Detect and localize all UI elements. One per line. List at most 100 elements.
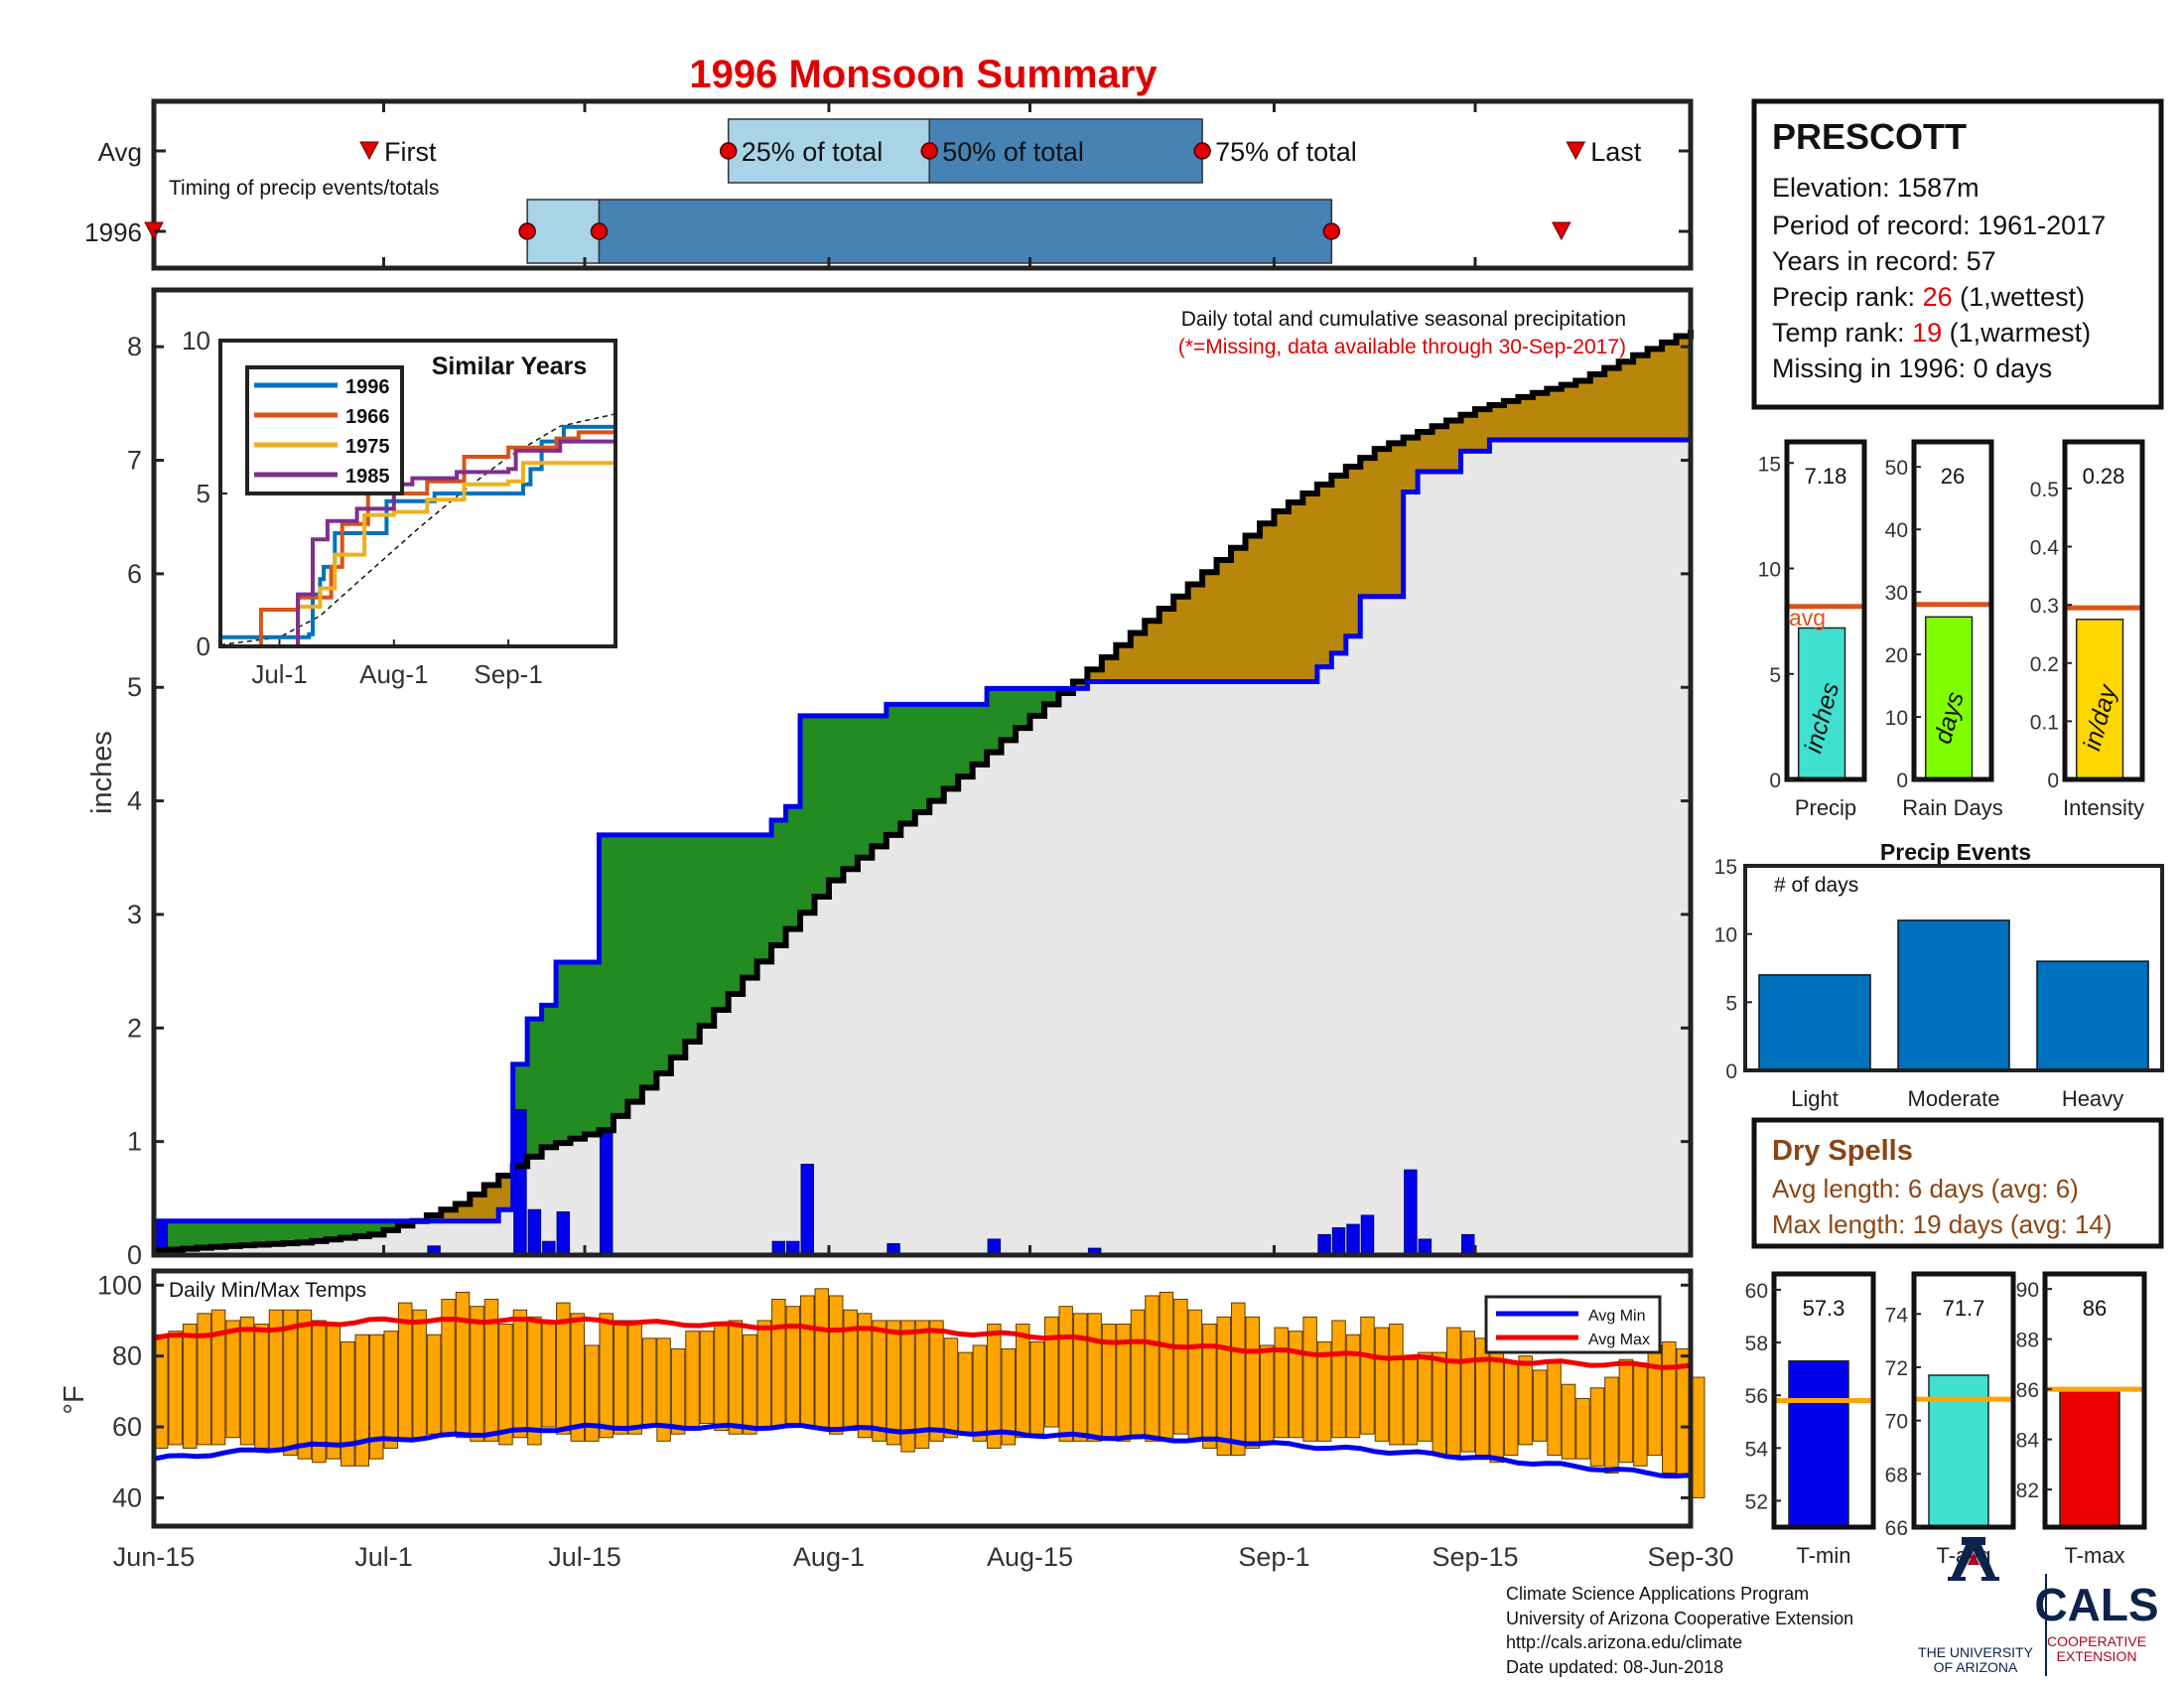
below-average-segment xyxy=(1561,384,1576,440)
footer: Climate Science Applications Program Uni… xyxy=(1506,1537,2159,1677)
baseline-fill-segment xyxy=(1503,439,1519,1255)
above-average-segment xyxy=(354,1220,370,1237)
below-average-segment xyxy=(1130,633,1146,682)
stat-bar xyxy=(1788,1359,1849,1528)
baseline-fill-segment xyxy=(958,776,974,1255)
temp-range-bar xyxy=(1403,1358,1419,1446)
baseline-fill-segment xyxy=(225,1245,241,1255)
above-average-segment xyxy=(699,834,715,1027)
y-tick-label: 5 xyxy=(127,672,142,702)
temp-range-bar xyxy=(1187,1309,1203,1442)
x-tick-label: Sep-30 xyxy=(1647,1542,1733,1572)
above-average-segment xyxy=(828,715,845,881)
below-average-segment xyxy=(1072,681,1088,689)
inset-x-tick-label: Sep-1 xyxy=(474,659,542,689)
station-name: PRESCOTT xyxy=(1772,116,1967,157)
stat-panel-frame xyxy=(1784,439,1867,782)
baseline-fill-segment xyxy=(1116,681,1132,1255)
timing-p50-label: 50% of total xyxy=(942,137,1084,167)
temp-range-bar xyxy=(1633,1362,1648,1467)
precip-events-bars xyxy=(1758,919,2149,1071)
baseline-fill-segment xyxy=(670,1057,686,1255)
temp-range-bar xyxy=(182,1324,198,1449)
baseline-fill-segment xyxy=(1647,439,1663,1255)
events-category-label: Light xyxy=(1791,1086,1839,1111)
baseline-fill-segment xyxy=(1173,681,1189,1255)
below-average-segment xyxy=(1316,485,1332,667)
station-info-panel: PRESCOTT Elevation: 1587m Period of reco… xyxy=(1751,98,2164,410)
baseline-fill-segment xyxy=(1288,681,1303,1255)
temp-range-bar xyxy=(743,1334,757,1435)
footer-line-2: University of Arizona Cooperative Extens… xyxy=(1506,1609,1853,1628)
temp-range-bar xyxy=(814,1288,829,1428)
baseline-fill-segment xyxy=(1604,439,1620,1255)
x-tick-label: Aug-15 xyxy=(987,1542,1073,1572)
temp-range-bar xyxy=(857,1313,873,1439)
timing-avg-label: Avg xyxy=(98,137,142,167)
baseline-fill-segment xyxy=(641,1087,657,1255)
above-average-segment xyxy=(987,688,1003,753)
stat-panel-frame xyxy=(2062,439,2145,782)
above-average-segment xyxy=(1001,688,1017,741)
observed-cumulative-line xyxy=(154,437,1691,1224)
inset-series-1966 xyxy=(220,426,617,648)
temp-range-bar xyxy=(972,1344,988,1442)
temp-range-bar xyxy=(1691,1376,1706,1498)
above-average-segment xyxy=(958,704,974,777)
above-average-segment xyxy=(585,961,601,1135)
temp-range-bar xyxy=(1116,1324,1131,1442)
below-average-segment xyxy=(1547,388,1563,440)
station-period: Period of record: 1961-2017 xyxy=(1772,211,2106,240)
temp-range-bar xyxy=(699,1331,715,1424)
stat-y-tick-label: 0 xyxy=(1769,770,1781,792)
temp-range-bar xyxy=(1374,1327,1390,1442)
baseline-fill-segment xyxy=(1460,451,1476,1255)
temp-range-bar xyxy=(1604,1376,1619,1474)
below-average-segment xyxy=(1345,467,1361,636)
daily-precip-bar xyxy=(1331,1227,1346,1256)
legend-avg-max-label: Avg Max xyxy=(1588,1332,1650,1348)
daily-precip-bar xyxy=(556,1211,571,1256)
daily-precip-bars xyxy=(154,1109,1475,1256)
precip-events-frame xyxy=(1743,864,2164,1072)
temp-range-bar xyxy=(886,1320,901,1446)
above-average-segment xyxy=(656,834,672,1074)
stat-y-tick-label: 30 xyxy=(1885,582,1908,605)
above-average-segment xyxy=(239,1220,255,1246)
below-average-segment xyxy=(1360,458,1376,597)
footer-line-4: Date updated: 08-Jun-2018 xyxy=(1506,1657,1723,1677)
baseline-fill-segment xyxy=(1547,439,1563,1255)
stat-avg-label: avg xyxy=(1789,605,1826,631)
timing-ticks xyxy=(152,101,1693,268)
temp-range-bar xyxy=(225,1320,240,1439)
below-average-segment xyxy=(1489,404,1505,440)
ua-block-a-inner-icon xyxy=(1968,1552,1979,1565)
year-p50-marker xyxy=(590,222,609,240)
precip-stat-panels: avg7.18051015inchesPrecip2601020304050da… xyxy=(1758,439,2145,820)
baseline-fill-segment xyxy=(1187,681,1203,1255)
x-tick-label: Jul-15 xyxy=(548,1542,621,1572)
baseline-fill-segment xyxy=(397,1225,414,1255)
stat-y-tick-label: 56 xyxy=(1745,1385,1768,1408)
temps-y-tick-label: 40 xyxy=(112,1482,142,1512)
dry-spells-frame xyxy=(1751,1117,2164,1249)
temp-range-bar xyxy=(197,1313,211,1446)
above-average-segment xyxy=(225,1220,241,1246)
precip-rank-suffix: (1,wettest) xyxy=(1953,282,2086,312)
baseline-fill-segment xyxy=(268,1243,284,1255)
baseline-fill-segment xyxy=(1489,439,1505,1255)
baseline-fill-segment xyxy=(585,1134,601,1255)
below-average-segment xyxy=(1662,342,1678,440)
temp-range-bar xyxy=(771,1299,786,1428)
above-average-segment xyxy=(728,834,744,994)
temp-range-bar xyxy=(1231,1302,1246,1457)
timing-panel: Avg 1996 Timing of precip events/totals … xyxy=(84,98,1694,271)
above-average-segment xyxy=(743,834,758,978)
stat-y-tick-label: 0 xyxy=(1896,770,1908,792)
stat-x-label: Rain Days xyxy=(1902,795,2002,820)
temp-range-bar xyxy=(1474,1337,1490,1457)
events-category-label: Moderate xyxy=(1908,1086,2000,1111)
daily-temps-chart: 40 60 80 100 Daily Min/Max Temps °F Avg Min… xyxy=(59,1268,1706,1529)
baseline-fill-segment xyxy=(714,1009,730,1255)
